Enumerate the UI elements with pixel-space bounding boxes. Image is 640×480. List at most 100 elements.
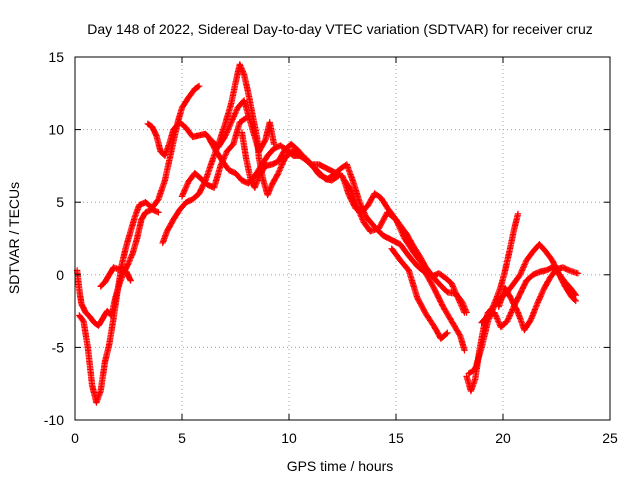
y-tick-label: 5 — [56, 194, 64, 210]
data-point-segment — [561, 283, 574, 299]
data-point-segment — [542, 248, 555, 263]
data-point-segment — [228, 106, 241, 126]
data-point-segment — [275, 156, 288, 177]
data-point-segment — [170, 207, 183, 223]
data-point-segment — [123, 229, 134, 249]
data-point-segment — [118, 244, 130, 267]
data-point-segment — [178, 180, 191, 200]
data-point-segment — [243, 155, 254, 181]
data-point-segment — [491, 309, 504, 329]
data-point-segment — [516, 258, 530, 278]
data-point-segment — [324, 172, 336, 183]
x-tick-label: 20 — [495, 430, 511, 446]
data-point — [155, 209, 162, 216]
data-point-segment — [360, 219, 373, 234]
data-point-segment — [508, 296, 521, 315]
data-point-segment — [178, 95, 191, 111]
data-point-segment — [534, 287, 547, 307]
data-point-segment — [163, 217, 176, 235]
data-point-segment — [435, 280, 450, 295]
data-point-segment — [341, 177, 354, 193]
data-point-segment — [343, 161, 356, 184]
series-track-5 — [159, 61, 342, 247]
data-point-segment — [448, 318, 463, 338]
data-point — [195, 82, 203, 90]
data-point-segment — [472, 345, 485, 373]
data-point-segment — [155, 178, 168, 203]
y-tick-label: 0 — [56, 267, 64, 283]
data-point-segment — [210, 164, 224, 191]
data-point-segment — [127, 215, 138, 235]
data-point-segment — [546, 267, 559, 281]
data-point-segment — [84, 344, 96, 387]
data-point-segment — [176, 119, 189, 131]
data-point-segment — [409, 248, 424, 266]
series-track-1 — [76, 82, 203, 406]
data-point-segment — [191, 170, 204, 182]
data-point-segment — [123, 268, 134, 283]
data-point-segment — [437, 330, 450, 342]
data-point-segment — [232, 170, 245, 183]
data-point-segment — [568, 293, 578, 303]
data-point-segment — [422, 310, 437, 329]
data-point-segment — [76, 286, 85, 306]
data-point-segment — [106, 316, 117, 348]
y-tick-label: 10 — [48, 122, 64, 138]
data-point-segment — [258, 153, 270, 170]
data-point-segment — [183, 124, 195, 139]
data-points — [73, 61, 582, 406]
plot-frame — [74, 56, 611, 421]
data-point-segment — [221, 101, 234, 129]
data-point-segment — [251, 164, 264, 180]
data-point-segment — [236, 61, 247, 77]
x-tick-label: 10 — [281, 430, 297, 446]
data-point-segment — [108, 294, 119, 319]
data-point-segment — [540, 275, 553, 293]
data-point-segment — [294, 146, 307, 160]
data-point-segment — [106, 265, 116, 278]
data-point-segment — [223, 142, 236, 155]
series-track-2 — [73, 206, 162, 329]
data-point — [444, 329, 451, 337]
data-point-segment — [478, 319, 491, 351]
series-track-12 — [465, 241, 579, 377]
data-point-segment — [354, 204, 367, 225]
data-point-segment — [452, 290, 465, 305]
data-point — [461, 347, 468, 354]
data-point-segment — [521, 317, 534, 334]
x-tick-label: 25 — [602, 430, 618, 446]
data-point-segment — [555, 270, 568, 289]
data-point-segment — [264, 146, 277, 159]
data-point-segment — [114, 264, 124, 273]
data-point-segment — [118, 264, 129, 274]
data-point-segment — [380, 232, 394, 243]
data-point-segment — [238, 129, 250, 161]
data-point-segment — [439, 303, 455, 324]
data-point-segment — [176, 200, 189, 213]
data-point-segment — [362, 213, 377, 229]
data-point-segment — [371, 190, 383, 201]
data-point-segment — [523, 272, 536, 284]
x-tick-label: 15 — [388, 430, 404, 446]
y-axis-label: SDTVAR / TECUs — [6, 182, 22, 294]
data-point-segment — [95, 316, 106, 329]
data-point-segment — [570, 268, 580, 277]
data-point-segment — [82, 309, 93, 319]
data-point-segment — [536, 241, 549, 254]
data-point-segment — [101, 272, 112, 286]
data-point-segment — [418, 260, 433, 276]
y-tick-label: -10 — [44, 412, 64, 428]
chart-title: Day 148 of 2022, Sidereal Day-to-day VTE… — [87, 21, 593, 37]
data-point-segment — [198, 175, 210, 187]
data-point-segment — [431, 286, 446, 309]
data-point-segment — [497, 268, 508, 290]
data-point-segment — [375, 210, 390, 232]
data-point-segment — [397, 241, 412, 258]
data-point-segment — [523, 249, 536, 264]
data-point-segment — [497, 319, 510, 331]
y-tick-label: -5 — [52, 339, 65, 355]
data-point-segment — [101, 342, 113, 366]
data-point-segment — [268, 171, 281, 188]
data-point — [463, 309, 470, 316]
data-point-segment — [275, 148, 288, 165]
